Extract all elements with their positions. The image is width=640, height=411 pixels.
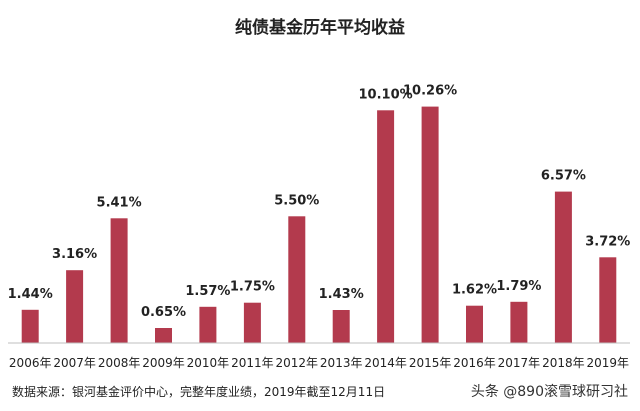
x-tick-label: 2011年 [231, 356, 274, 370]
data-label: 10.26% [403, 84, 457, 99]
bar-2008年 [110, 218, 128, 343]
data-label: 3.72% [585, 234, 630, 249]
x-tick-label: 2013年 [320, 356, 363, 370]
x-tick-label: 2006年 [9, 356, 52, 370]
data-label: 6.57% [541, 169, 586, 184]
bar-2015年 [421, 106, 439, 343]
x-tick-label: 2007年 [53, 356, 96, 370]
bar-2018年 [554, 191, 572, 343]
x-tick-label: 2012年 [276, 356, 319, 370]
data-label: 1.57% [185, 284, 230, 299]
x-tick-label: 2016年 [453, 356, 496, 370]
chart-title: 纯债基金历年平均收益 [235, 17, 405, 38]
source-note: 数据来源：银河基金评价中心，完整年度业绩，2019年截至12月11日 [12, 384, 385, 399]
data-label: 0.65% [141, 305, 186, 320]
data-label: 1.43% [319, 287, 364, 302]
bar-2007年 [66, 270, 84, 343]
data-label: 10.10% [359, 87, 413, 102]
data-labels: 1.44% 3.16% 5.41% 0.65% 1.57% 1.75% 5.50% 1.43%… [8, 84, 631, 320]
data-label: 1.62% [452, 283, 497, 298]
x-tick-label: 2018年 [542, 356, 585, 370]
x-tick-label: 2015年 [409, 356, 452, 370]
x-tick-label: 2017年 [498, 356, 541, 370]
bar-2009年 [155, 328, 172, 343]
x-tick-label: 2010年 [187, 356, 230, 370]
x-tick-label: 2014年 [364, 356, 407, 370]
x-tick-labels: 2006年 2007年 2008年 2009年 2010年 2011年 2012年 2013年… [9, 356, 629, 370]
bars [21, 106, 617, 343]
bar-2006年 [21, 309, 39, 343]
x-tick-label: 2009年 [142, 356, 185, 370]
x-tick-label: 2019年 [587, 356, 630, 370]
watermark: 头条 @890滚雪球研习社 [471, 383, 628, 400]
data-label: 5.50% [274, 193, 319, 208]
bar-2010年 [199, 306, 217, 343]
bar-2011年 [243, 302, 261, 343]
x-tick-label: 2008年 [98, 356, 141, 370]
data-label: 1.79% [496, 279, 541, 294]
bar-2013年 [332, 310, 350, 343]
data-label: 5.41% [97, 195, 142, 210]
bar-2017年 [510, 301, 528, 343]
data-label: 1.75% [230, 280, 275, 295]
bar-2014年 [377, 110, 395, 343]
bar-2012年 [288, 216, 306, 343]
data-label: 3.16% [52, 247, 97, 262]
bar-2016年 [466, 305, 483, 343]
bar-2019年 [599, 257, 617, 343]
data-label: 1.44% [8, 287, 53, 302]
